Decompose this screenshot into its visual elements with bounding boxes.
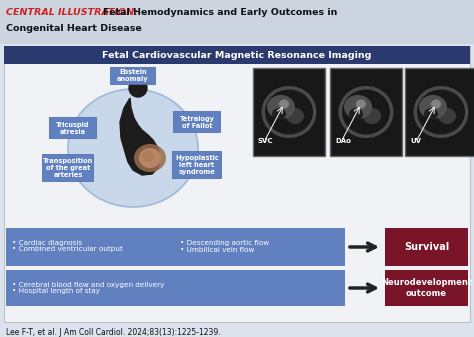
Ellipse shape xyxy=(419,95,447,119)
Ellipse shape xyxy=(424,108,438,120)
Polygon shape xyxy=(120,98,160,175)
Bar xyxy=(4,46,470,322)
Ellipse shape xyxy=(438,108,456,124)
Bar xyxy=(385,270,468,306)
Ellipse shape xyxy=(356,99,366,109)
Ellipse shape xyxy=(262,86,317,138)
Circle shape xyxy=(129,79,147,97)
Text: Fetal Cardiovascular Magnetic Resonance Imaging: Fetal Cardiovascular Magnetic Resonance … xyxy=(102,51,372,60)
Text: CENTRAL ILLUSTRATION:: CENTRAL ILLUSTRATION: xyxy=(6,8,141,17)
Text: SVC: SVC xyxy=(258,138,273,144)
Ellipse shape xyxy=(342,90,390,134)
Text: Fetal Hemodynamics and Early Outcomes in: Fetal Hemodynamics and Early Outcomes in xyxy=(103,8,337,17)
Text: Hypoplastic
left heart
syndrome: Hypoplastic left heart syndrome xyxy=(175,155,219,175)
Ellipse shape xyxy=(279,99,289,109)
FancyBboxPatch shape xyxy=(110,67,156,85)
Ellipse shape xyxy=(265,90,313,134)
Bar xyxy=(4,46,470,64)
Text: Lee F-T, et al. J Am Coll Cardiol. 2024;83(13):1225-1239.: Lee F-T, et al. J Am Coll Cardiol. 2024;… xyxy=(6,328,220,337)
Ellipse shape xyxy=(344,95,372,119)
Text: Neurodevelopment
outcome: Neurodevelopment outcome xyxy=(381,278,472,298)
FancyBboxPatch shape xyxy=(49,117,97,139)
Ellipse shape xyxy=(417,90,465,134)
Ellipse shape xyxy=(431,99,441,109)
Text: Transposition
of the great
arteries: Transposition of the great arteries xyxy=(43,158,93,178)
Ellipse shape xyxy=(286,108,304,124)
Text: DAo: DAo xyxy=(335,138,351,144)
FancyBboxPatch shape xyxy=(6,228,345,266)
Text: • Descending aortic flow
• Umbilical vein flow: • Descending aortic flow • Umbilical vei… xyxy=(180,240,269,252)
Text: UV: UV xyxy=(410,138,421,144)
Text: Tricuspid
atresia: Tricuspid atresia xyxy=(56,122,90,134)
FancyBboxPatch shape xyxy=(42,154,94,182)
Ellipse shape xyxy=(413,86,468,138)
Text: Ebstein
anomaly: Ebstein anomaly xyxy=(117,69,149,83)
Text: • Cardiac diagnosis
• Combined ventricular output: • Cardiac diagnosis • Combined ventricul… xyxy=(12,240,123,252)
Ellipse shape xyxy=(272,108,286,120)
Bar xyxy=(0,0,474,44)
Polygon shape xyxy=(140,74,154,84)
FancyBboxPatch shape xyxy=(173,111,221,133)
Text: Tetralogy
of Fallot: Tetralogy of Fallot xyxy=(180,116,215,128)
Ellipse shape xyxy=(349,108,363,120)
Ellipse shape xyxy=(139,148,161,168)
Bar xyxy=(385,228,468,266)
Ellipse shape xyxy=(68,89,198,207)
Text: Survival: Survival xyxy=(404,242,449,252)
Bar xyxy=(405,68,474,156)
FancyBboxPatch shape xyxy=(6,270,345,306)
Ellipse shape xyxy=(338,86,393,138)
Ellipse shape xyxy=(134,144,166,172)
Ellipse shape xyxy=(363,108,381,124)
Text: Congenital Heart Disease: Congenital Heart Disease xyxy=(6,24,142,33)
Bar xyxy=(330,68,402,156)
FancyBboxPatch shape xyxy=(172,151,222,179)
Bar xyxy=(253,68,325,156)
Circle shape xyxy=(142,150,154,162)
Ellipse shape xyxy=(267,95,295,119)
Text: • Cerebral blood flow and oxygen delivery
• Hospital length of stay: • Cerebral blood flow and oxygen deliver… xyxy=(12,281,164,295)
